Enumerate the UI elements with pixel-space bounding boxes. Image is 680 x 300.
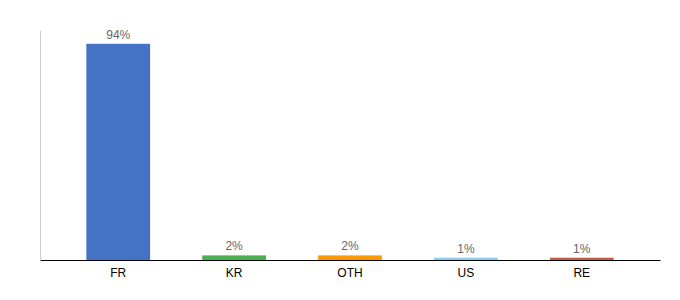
data-label: 1% <box>573 242 591 256</box>
x-tick: US <box>458 266 475 280</box>
y-axis-line <box>40 31 41 261</box>
data-label: 2% <box>341 239 359 253</box>
x-tick-label: RE <box>573 266 590 280</box>
bar <box>550 258 614 260</box>
bar <box>202 255 266 260</box>
plot-area: 94% 2% 2% 1% 1% FR KR OTH US RE <box>41 28 661 280</box>
data-label: 1% <box>457 242 475 256</box>
x-tick-label: KR <box>226 266 243 280</box>
x-tick: OTH <box>337 266 362 280</box>
x-tick: RE <box>573 266 590 280</box>
chart-container: 94% 2% 2% 1% 1% FR KR OTH US RE <box>0 0 680 300</box>
x-axis-line <box>41 260 661 261</box>
x-axis: FR KR OTH US RE <box>41 261 661 280</box>
x-tick: KR <box>226 266 243 280</box>
bars <box>86 44 613 260</box>
x-tick-label: US <box>458 266 475 280</box>
chart-svg: 94% 2% 2% 1% 1% FR KR OTH US RE <box>0 0 680 300</box>
x-tick-label: OTH <box>337 266 362 280</box>
y-axis <box>40 31 41 261</box>
data-label: 94% <box>106 28 130 42</box>
data-labels: 94% 2% 2% 1% 1% <box>106 28 591 256</box>
bar <box>434 258 498 260</box>
data-label: 2% <box>225 239 243 253</box>
bar <box>86 44 150 260</box>
x-tick: FR <box>110 266 126 280</box>
x-tick-label: FR <box>110 266 126 280</box>
bar <box>318 255 382 260</box>
